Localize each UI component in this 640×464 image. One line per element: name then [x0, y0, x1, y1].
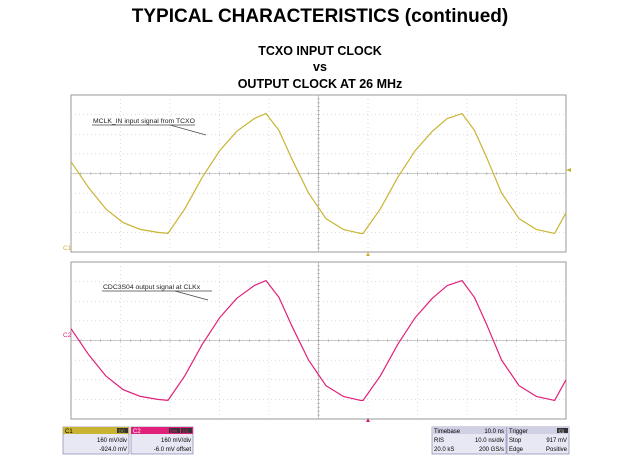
trigger-mode: Stop	[509, 438, 522, 444]
trigger-box: Trigger C1 Stop 917 mV Edge Positive	[506, 426, 570, 455]
scope-panel-c1: MCLK_IN input signal from TCXO C1	[63, 94, 571, 256]
c2-bw-badge	[169, 428, 180, 433]
timebase-value: 10.0 ns	[484, 429, 504, 435]
annotation-c2: CDC3S04 output signal at CLKx	[103, 284, 201, 291]
trigger-slope: Positive	[546, 447, 568, 453]
panel-c1-grid	[70, 94, 567, 253]
c2-vdiv: 160 mV/div	[161, 438, 191, 444]
c1-vdiv: 160 mV/div	[97, 438, 127, 444]
timebase-label: Timebase	[434, 429, 461, 435]
c1-status-header	[63, 427, 129, 434]
c1-coupling-badge	[117, 428, 128, 433]
trigger-position-marker-c1	[366, 252, 370, 256]
timebase-box: Timebase 10.0 ns RIS 10.0 ns/div 20.0 kS…	[431, 426, 507, 455]
annotation-c1-leader	[169, 124, 207, 136]
channel-marker-c1: C1	[63, 245, 72, 252]
c1-status-label: C1	[65, 429, 73, 435]
scope-panel-c2: CDC3S04 output signal at CLKx C2	[63, 261, 567, 422]
trigger-channel-badge	[557, 428, 568, 433]
c2-status-box: C2 BW DC 160 mV/div -6.0 mV offset	[130, 426, 194, 455]
trigger-channel: C1	[559, 428, 565, 433]
timebase-div: 10.0 ns/div	[475, 438, 504, 444]
trigger-position-marker-c2	[366, 418, 370, 422]
c2-bw: BW	[170, 428, 178, 433]
trigger-label: Trigger	[509, 429, 528, 435]
timebase-mode: RIS	[434, 438, 444, 444]
c2-coupling: DC	[183, 428, 190, 433]
c2-offset: -6.0 mV offset	[154, 447, 192, 453]
trigger-level: 917 mV	[546, 438, 567, 444]
chart-title-line-2: vs	[313, 60, 327, 74]
trigger-level-marker	[566, 168, 571, 172]
c2-coupling-badge	[181, 428, 192, 433]
channel-marker-c2: C2	[63, 332, 72, 339]
c1-offset: -924.0 mV	[99, 447, 127, 453]
chart-title-line-1: TCXO INPUT CLOCK	[258, 44, 382, 58]
timebase-rate: 200 GS/s	[479, 447, 504, 453]
c2-status-label: C2	[133, 429, 141, 435]
timebase-samples: 20.0 kS	[434, 447, 454, 453]
trigger-type: Edge	[509, 447, 524, 453]
c2-status-header	[131, 427, 193, 434]
c1-status-box: C1 DC 160 mV/div -924.0 mV	[62, 426, 130, 455]
chart-title-line-3: OUTPUT CLOCK AT 26 MHz	[237, 77, 403, 91]
timebase-header	[432, 427, 506, 434]
trace-c2	[70, 280, 567, 401]
panel-c2-grid	[70, 261, 567, 420]
trigger-header	[507, 427, 569, 434]
annotation-c1: MCLK_IN input signal from TCXO	[93, 118, 195, 125]
annotation-c2-leader	[174, 290, 209, 301]
page-title: TYPICAL CHARACTERISTICS (continued)	[131, 6, 509, 27]
trace-c1	[70, 113, 567, 234]
c1-coupling: DC	[119, 428, 126, 433]
